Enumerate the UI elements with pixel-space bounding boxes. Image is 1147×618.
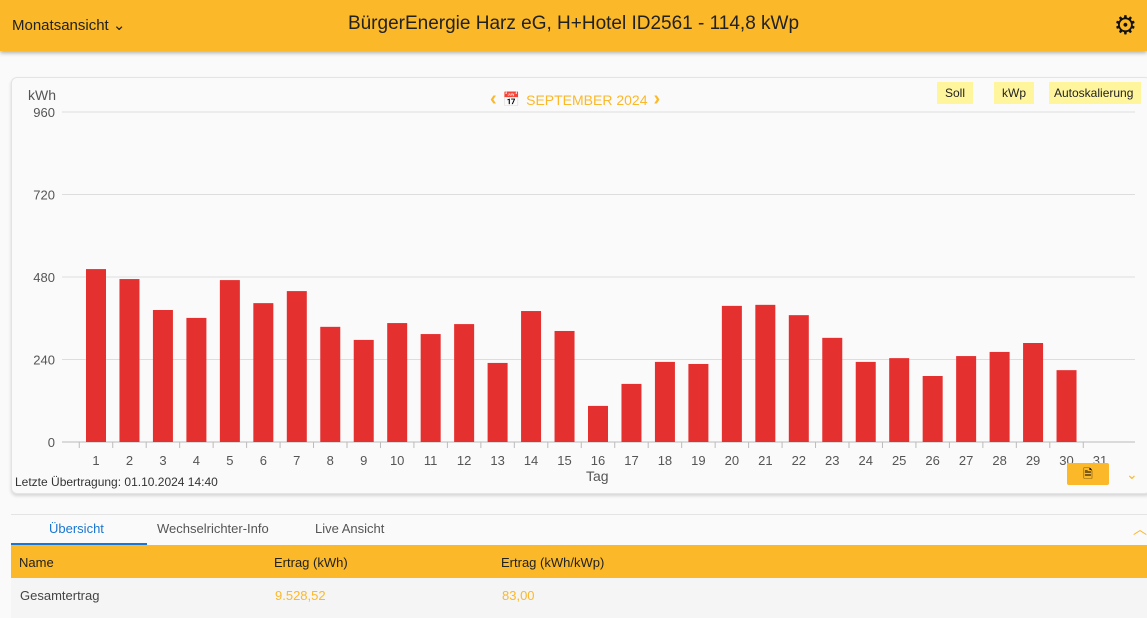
- chevron-down-icon: ⌄: [112, 17, 126, 34]
- x-tick-label: 17: [624, 453, 638, 468]
- bar: [922, 376, 943, 442]
- next-month-icon[interactable]: ›: [653, 88, 661, 110]
- x-tick-label: 14: [524, 453, 538, 468]
- cell-ertrag: 9.528,52: [275, 588, 326, 603]
- bar: [86, 269, 106, 442]
- x-tick-label: 27: [959, 453, 973, 468]
- bar: [219, 280, 240, 442]
- tab-bar: Übersicht Wechselrichter-Info Live Ansic…: [11, 514, 1147, 546]
- x-tick-label: 7: [293, 453, 300, 468]
- bar: [454, 324, 475, 442]
- tab-live-ansicht[interactable]: Live Ansicht: [315, 521, 385, 536]
- col-ertrag: Ertrag (kWh): [274, 555, 348, 570]
- cell-name: Gesamtertrag: [20, 588, 100, 603]
- bar: [420, 334, 441, 442]
- x-axis-label: Tag: [586, 468, 609, 484]
- x-tick-label: 24: [858, 453, 872, 468]
- expand-chevron-icon[interactable]: ⌄: [1126, 466, 1138, 482]
- bar: [286, 291, 307, 442]
- bar: [688, 363, 709, 442]
- x-tick-label: 5: [226, 453, 233, 468]
- y-tick-label: 480: [33, 270, 55, 285]
- x-tick-label: 4: [193, 453, 200, 468]
- y-tick-label: 960: [33, 105, 55, 120]
- last-transfer: Letzte Übertragung: 01.10.2024 14:40: [15, 475, 218, 489]
- table-header: Name Ertrag (kWh) Ertrag (kWh/kWp): [11, 545, 1147, 578]
- x-tick-label: 13: [490, 453, 504, 468]
- bar: [487, 362, 508, 442]
- x-tick-label: 20: [725, 453, 739, 468]
- x-tick-label: 18: [658, 453, 672, 468]
- y-tick-label: 240: [33, 353, 55, 368]
- bar: [1023, 343, 1044, 442]
- active-tab-indicator: [11, 543, 147, 545]
- month-navigation: ‹ 📅 SEPTEMBER 2024 ›: [490, 88, 660, 111]
- tab-wechselrichter-info[interactable]: Wechselrichter-Info: [157, 521, 269, 536]
- bar: [855, 361, 876, 442]
- x-tick-label: 10: [390, 453, 404, 468]
- bar: [353, 339, 374, 442]
- bar: [554, 330, 575, 442]
- x-tick-label: 2: [126, 453, 133, 468]
- x-tick-label: 25: [892, 453, 906, 468]
- x-tick-label: 1: [92, 453, 99, 468]
- x-tick-label: 11: [424, 453, 438, 468]
- bar: [989, 351, 1010, 442]
- x-tick-label: 15: [557, 453, 571, 468]
- x-tick-label: 8: [327, 453, 334, 468]
- bar: [387, 323, 408, 442]
- x-tick-label: 19: [691, 453, 705, 468]
- bar: [755, 304, 776, 442]
- bar: [186, 317, 207, 442]
- x-tick-label: 3: [159, 453, 166, 468]
- col-name: Name: [19, 555, 54, 570]
- kwp-button[interactable]: kWp: [994, 82, 1034, 104]
- bar: [654, 361, 675, 442]
- bar: [253, 303, 274, 442]
- bar: [788, 315, 809, 442]
- y-tick-label: 720: [33, 188, 55, 203]
- bar: [822, 337, 843, 442]
- x-tick-label: 22: [792, 453, 806, 468]
- y-axis-label: kWh: [28, 87, 56, 103]
- export-button[interactable]: 🗎: [1067, 463, 1109, 485]
- autoscale-button[interactable]: Autoskalierung: [1049, 82, 1142, 104]
- cell-ertrag-kwp: 83,00: [502, 588, 535, 603]
- bar: [721, 305, 742, 442]
- collapse-chevron-icon[interactable]: ︿: [1133, 521, 1147, 537]
- bar: [1056, 370, 1077, 442]
- gear-icon[interactable]: ⚙: [1113, 10, 1137, 40]
- bar: [956, 356, 977, 442]
- x-tick-label: 23: [825, 453, 839, 468]
- calendar-icon[interactable]: 📅: [502, 91, 521, 107]
- bar: [588, 405, 608, 442]
- x-tick-label: 21: [758, 453, 772, 468]
- month-label[interactable]: SEPTEMBER 2024: [526, 91, 648, 108]
- file-code-icon: 🗎: [1083, 467, 1093, 481]
- tab-uebersicht[interactable]: Übersicht: [49, 521, 104, 536]
- view-selector[interactable]: Monatsansicht ⌄: [12, 16, 125, 34]
- bar: [152, 310, 173, 442]
- x-tick-label: 28: [992, 453, 1006, 468]
- x-tick-label: 26: [925, 453, 939, 468]
- soll-button[interactable]: Soll: [937, 82, 974, 104]
- view-label: Monatsansicht: [12, 17, 109, 34]
- bar: [621, 383, 642, 442]
- x-tick-label: 12: [457, 453, 471, 468]
- top-bar: Monatsansicht ⌄ BürgerEnergie Harz eG, H…: [0, 0, 1147, 51]
- x-tick-label: 9: [360, 453, 367, 468]
- col-ertrag-kwp: Ertrag (kWh/kWp): [501, 555, 605, 570]
- x-tick-label: 16: [591, 453, 605, 468]
- bar: [521, 311, 542, 442]
- x-tick-label: 6: [260, 453, 267, 468]
- y-tick-label: 0: [48, 435, 55, 450]
- page-title: BürgerEnergie Harz eG, H+Hotel ID2561 - …: [347, 13, 800, 34]
- table-row: Gesamtertrag 9.528,52 83,00: [11, 578, 1147, 618]
- bar: [320, 326, 341, 442]
- bar: [889, 358, 910, 442]
- x-tick-label: 29: [1026, 453, 1040, 468]
- bar: [119, 279, 140, 442]
- prev-month-icon[interactable]: ‹: [490, 88, 497, 110]
